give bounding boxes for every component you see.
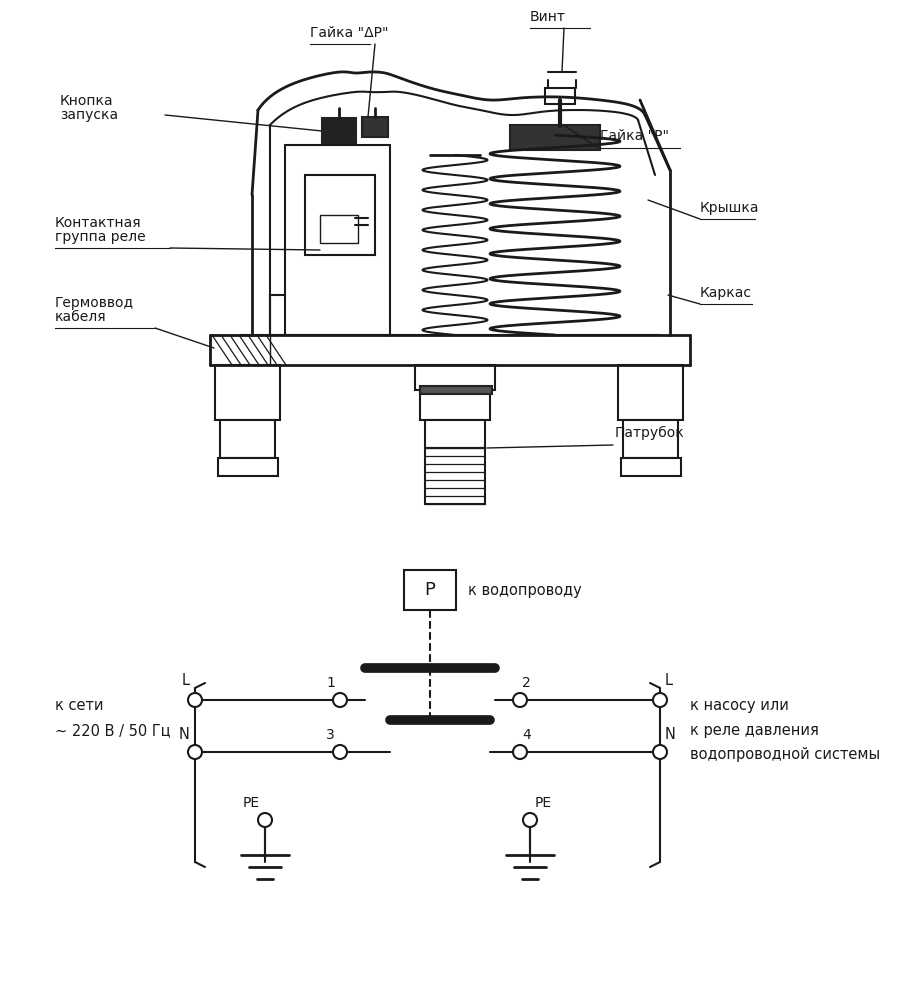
Bar bbox=[618, 365, 683, 420]
Polygon shape bbox=[210, 335, 270, 365]
Bar bbox=[425, 448, 485, 504]
Text: L: L bbox=[665, 673, 673, 688]
Circle shape bbox=[333, 745, 347, 759]
Bar bbox=[510, 125, 600, 150]
Text: 2: 2 bbox=[522, 676, 531, 690]
Text: PE: PE bbox=[535, 796, 552, 810]
Bar bbox=[420, 386, 492, 394]
Bar bbox=[305, 175, 375, 255]
Text: Гермоввод: Гермоввод bbox=[55, 296, 134, 310]
Text: Гайка "ΔP": Гайка "ΔP" bbox=[310, 26, 389, 40]
Text: запуска: запуска bbox=[60, 108, 118, 122]
Text: L: L bbox=[182, 673, 190, 688]
Text: PE: PE bbox=[243, 796, 260, 810]
Text: Контактная: Контактная bbox=[55, 216, 141, 230]
Bar bbox=[215, 365, 280, 420]
Bar bbox=[320, 215, 358, 243]
Text: к насосу или
к реле давления
водопроводной системы: к насосу или к реле давления водопроводн… bbox=[690, 698, 880, 762]
Bar bbox=[404, 570, 456, 610]
Bar bbox=[415, 365, 495, 390]
Bar bbox=[220, 420, 275, 458]
Text: N: N bbox=[179, 727, 190, 742]
Circle shape bbox=[523, 813, 537, 827]
Circle shape bbox=[653, 745, 667, 759]
Circle shape bbox=[258, 813, 272, 827]
Text: P: P bbox=[425, 581, 436, 599]
Bar bbox=[545, 88, 575, 104]
Text: Кнопка: Кнопка bbox=[60, 94, 113, 108]
Text: к сети
~ 220 В / 50 Гц: к сети ~ 220 В / 50 Гц bbox=[55, 699, 170, 738]
Bar bbox=[218, 458, 278, 476]
Text: Винт: Винт bbox=[530, 10, 566, 24]
Text: 4: 4 bbox=[522, 728, 531, 742]
Bar bbox=[362, 117, 388, 137]
Bar bbox=[420, 390, 490, 420]
Circle shape bbox=[653, 693, 667, 707]
Bar bbox=[621, 458, 681, 476]
Text: 3: 3 bbox=[326, 728, 335, 742]
Circle shape bbox=[333, 693, 347, 707]
Text: кабеля: кабеля bbox=[55, 310, 106, 324]
Text: Крышка: Крышка bbox=[700, 201, 760, 215]
Text: к водопроводу: к водопроводу bbox=[468, 583, 581, 598]
Bar bbox=[425, 420, 485, 448]
Text: N: N bbox=[665, 727, 676, 742]
Text: группа реле: группа реле bbox=[55, 230, 146, 244]
Text: Каркас: Каркас bbox=[700, 286, 752, 300]
Text: Патрубок: Патрубок bbox=[615, 426, 685, 440]
Bar bbox=[322, 118, 356, 144]
Circle shape bbox=[188, 693, 202, 707]
Text: Гайка "P": Гайка "P" bbox=[600, 129, 669, 143]
Bar bbox=[210, 335, 270, 365]
Circle shape bbox=[188, 745, 202, 759]
Circle shape bbox=[513, 693, 527, 707]
Circle shape bbox=[513, 745, 527, 759]
Bar bbox=[623, 420, 678, 458]
Text: 1: 1 bbox=[326, 676, 335, 690]
